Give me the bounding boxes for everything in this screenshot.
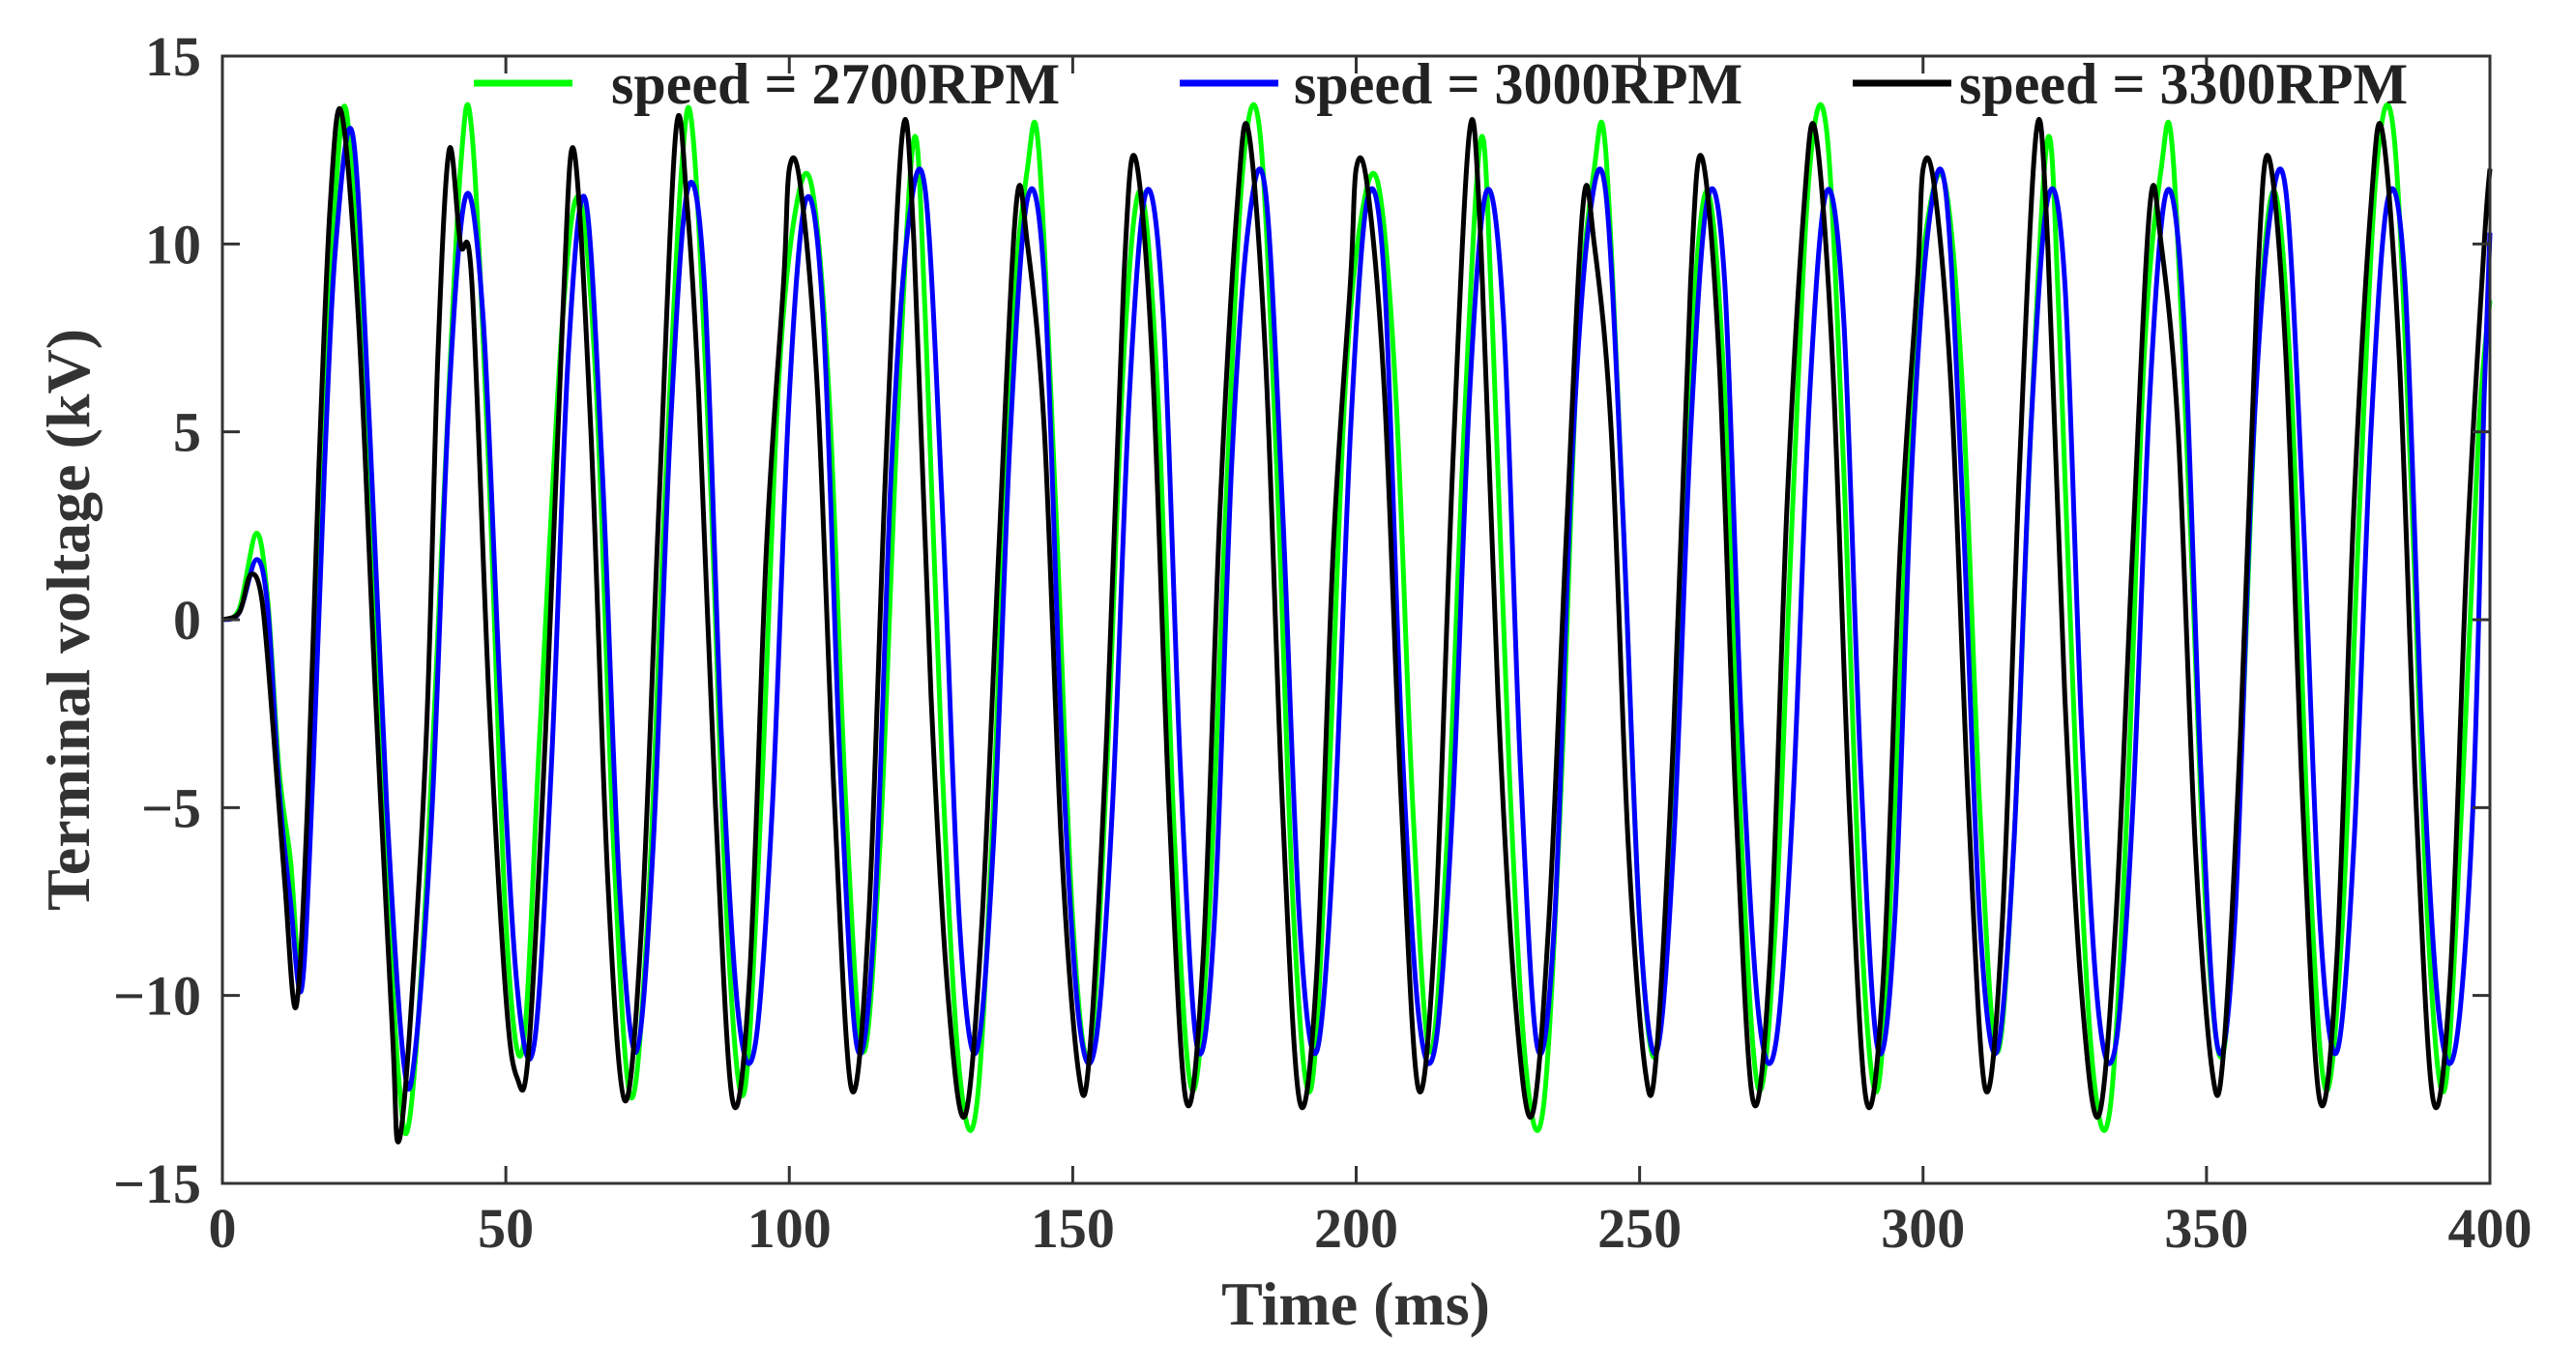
- legend-label-3000rpm: speed = 3000RPM: [1294, 52, 1742, 116]
- y-tick-label: −5: [141, 776, 201, 839]
- series-line-0: [220, 102, 2493, 1136]
- y-tick-label: 0: [173, 589, 201, 652]
- y-axis-title: Terminal voltage (kV): [34, 329, 102, 911]
- x-tick-label: 0: [209, 1197, 237, 1260]
- series-layer: [220, 102, 2493, 1145]
- y-tick-label: −10: [113, 965, 201, 1028]
- y-tick-label: 5: [173, 401, 201, 464]
- y-tick-label: 15: [145, 25, 201, 88]
- legend-label-2700rpm: speed = 2700RPM: [611, 52, 1060, 116]
- legend-label-3300rpm: speed = 3300RPM: [1959, 52, 2408, 116]
- x-tick-label: 350: [2164, 1197, 2248, 1260]
- x-tick-label: 100: [747, 1197, 832, 1260]
- tick-layer: 0 50 100 150 200 250 300 350 400 −15 −10 −5 0 5 10 15: [113, 25, 2532, 1260]
- series-line-2: [220, 105, 2493, 1145]
- x-tick-label: 250: [1597, 1197, 1682, 1260]
- x-tick-label: 200: [1314, 1197, 1398, 1260]
- y-tick-label: −15: [113, 1152, 201, 1215]
- series-line-1: [220, 126, 2493, 1092]
- x-tick-label: 300: [1881, 1197, 1965, 1260]
- x-tick-label: 150: [1031, 1197, 1115, 1260]
- legend: speed = 2700RPM speed = 3000RPM speed = …: [474, 52, 2408, 116]
- x-tick-label: 50: [478, 1197, 534, 1260]
- x-tick-label: 400: [2448, 1197, 2532, 1260]
- x-axis-title: Time (ms): [1221, 1269, 1490, 1338]
- y-tick-label: 10: [145, 213, 201, 276]
